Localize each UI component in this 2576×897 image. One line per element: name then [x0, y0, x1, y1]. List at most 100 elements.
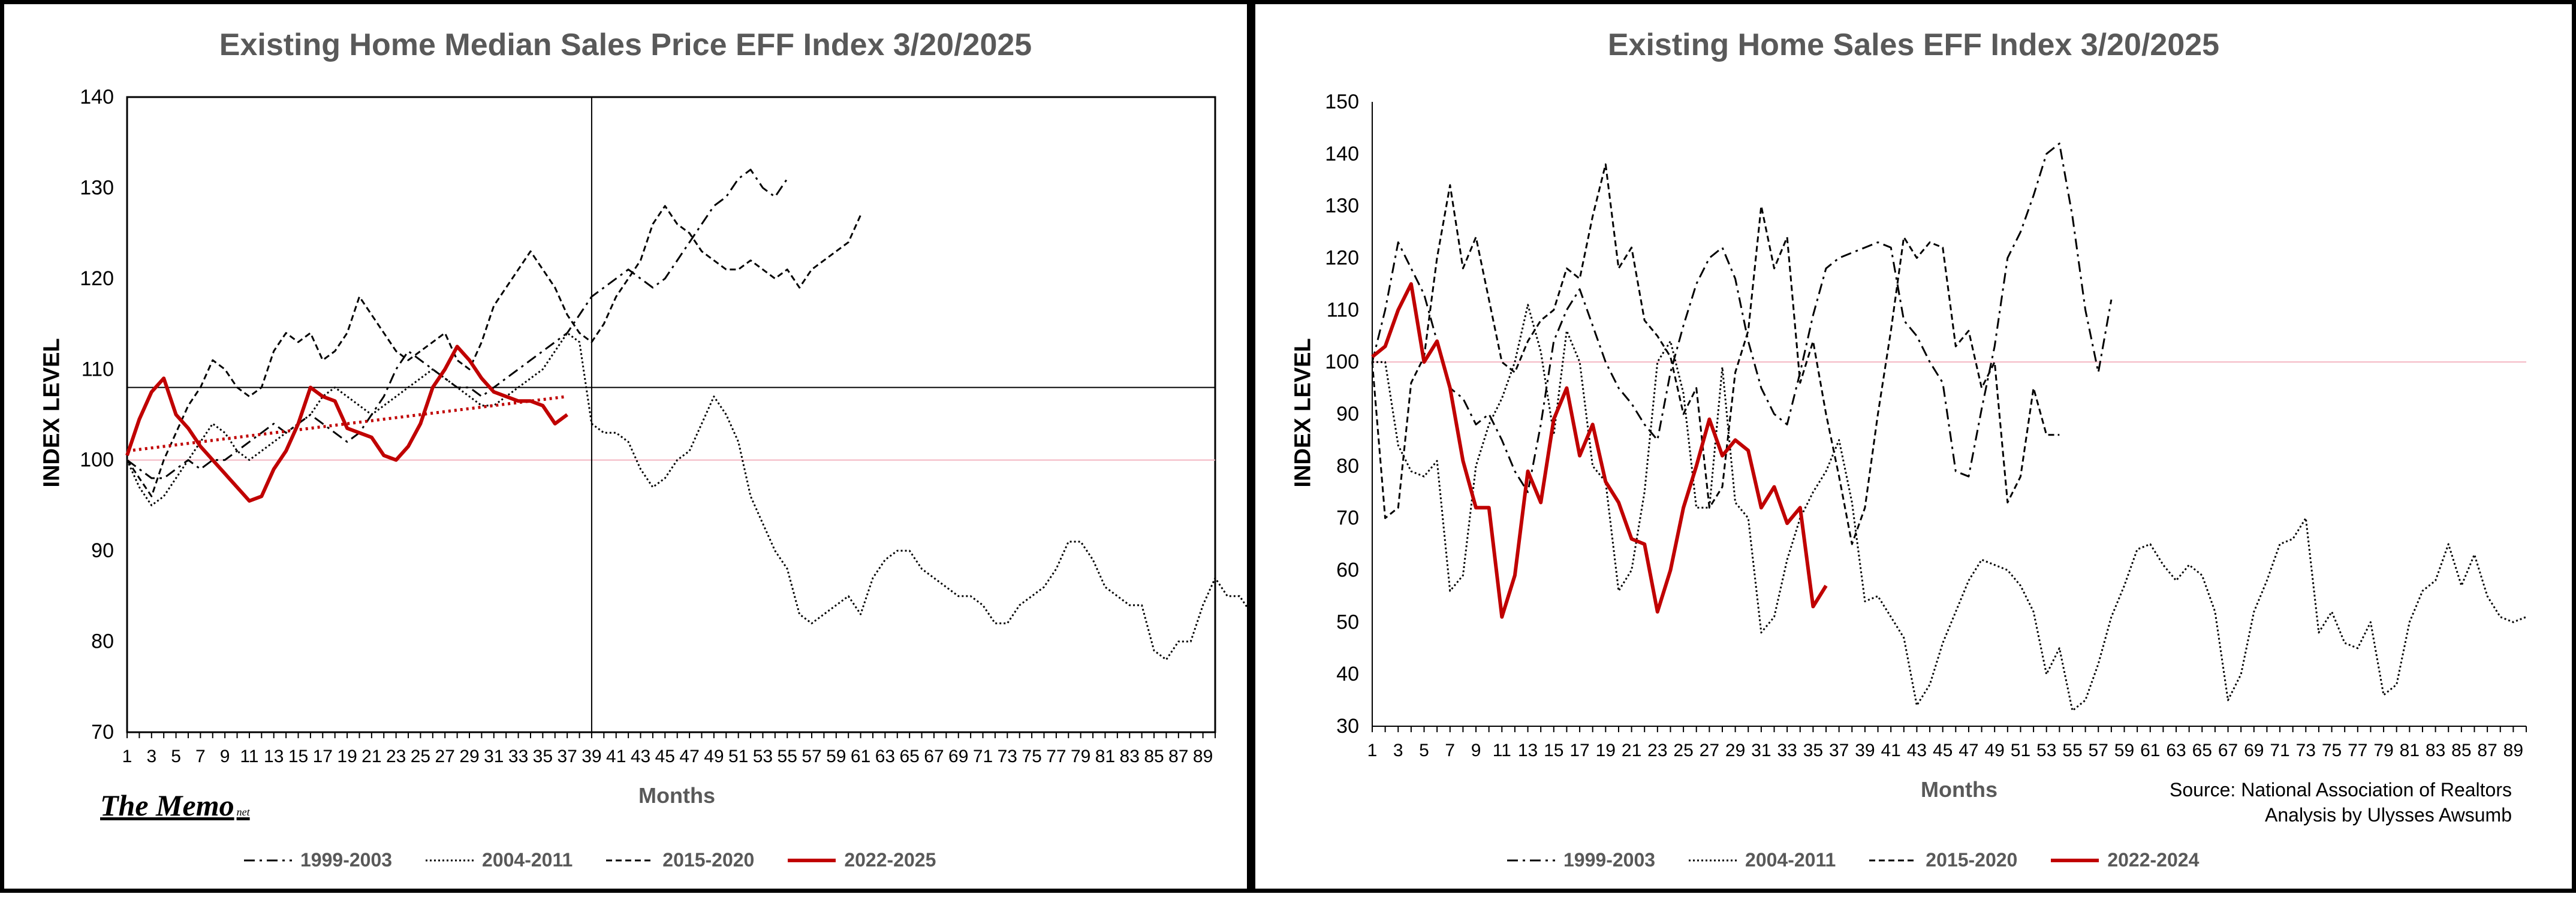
x-tick-label: 89 [2503, 741, 2523, 760]
legend-swatch-dashed [1869, 859, 1918, 861]
x-tick-label: 81 [1095, 747, 1115, 766]
legend-swatch-solid-red [2051, 858, 2099, 862]
y-tick-label: 90 [91, 539, 114, 562]
x-tick-label: 7 [1445, 741, 1455, 760]
x-tick-label: 29 [1725, 741, 1745, 760]
legend-swatch-dashdot [1507, 859, 1555, 861]
x-tick-label: 33 [508, 747, 528, 766]
x-tick-label: 37 [1829, 741, 1849, 760]
y-tick-label: 140 [1325, 143, 1359, 165]
left-y-axis-label: INDEX LEVEL [39, 338, 65, 488]
legend-item-2015-2020: 2015-2020 [606, 849, 754, 871]
x-tick-label: 59 [826, 747, 846, 766]
x-tick-label: 75 [1022, 747, 1041, 766]
x-tick-label: 69 [2244, 741, 2264, 760]
x-tick-label: 39 [1855, 741, 1875, 760]
y-tick-label: 120 [1325, 247, 1359, 270]
series-line-2004-2011 [126, 332, 1255, 661]
source-line: Source: National Association of Realtors [2170, 779, 2512, 801]
x-tick-label: 71 [973, 747, 993, 766]
x-tick-label: 67 [2218, 741, 2238, 760]
x-tick-label: 37 [557, 747, 577, 766]
x-tick-label: 27 [435, 747, 455, 766]
left-chart-title: Existing Home Median Sales Price EFF Ind… [219, 28, 1032, 62]
legend-item-2022-2025: 2022-2025 [788, 849, 936, 871]
x-tick-label: 31 [484, 747, 504, 766]
x-tick-label: 25 [1673, 741, 1693, 760]
legend-item-2015-2020: 2015-2020 [1869, 849, 2017, 871]
x-tick-label: 5 [171, 747, 181, 766]
left-legend: 1999-2003 2004-2011 2015-2020 2022-2025 [244, 849, 969, 871]
x-tick-label: 51 [2011, 741, 2030, 760]
x-tick-label: 41 [1881, 741, 1900, 760]
x-tick-label: 53 [2036, 741, 2056, 760]
x-tick-label: 35 [533, 747, 553, 766]
series-line-1999-2003 [126, 168, 788, 479]
y-tick-label: 130 [1325, 195, 1359, 218]
x-tick-label: 1 [122, 747, 132, 766]
memo-logo: The Memo net [100, 789, 250, 822]
x-tick-label: 31 [1751, 741, 1771, 760]
x-tick-label: 87 [1168, 747, 1188, 766]
x-tick-label: 79 [1071, 747, 1090, 766]
y-tick-label: 120 [80, 267, 114, 290]
right-y-axis-label: INDEX LEVEL [1290, 338, 1316, 488]
x-tick-label: 87 [2477, 741, 2497, 760]
y-tick-label: 90 [1336, 403, 1359, 425]
x-tick-label: 55 [2062, 741, 2082, 760]
x-tick-label: 3 [1393, 741, 1403, 760]
x-tick-label: 5 [1419, 741, 1429, 760]
series-line-2015-2020 [1371, 163, 2060, 545]
y-tick-label: 100 [1325, 351, 1359, 373]
x-tick-label: 23 [386, 747, 406, 766]
x-tick-label: 9 [220, 747, 230, 766]
x-tick-label: 57 [2089, 741, 2108, 760]
y-tick-label: 150 [1325, 90, 1359, 113]
left-x-axis-label: Months [638, 783, 715, 808]
x-tick-label: 41 [606, 747, 626, 766]
x-tick-label: 43 [631, 747, 650, 766]
x-tick-label: 19 [337, 747, 357, 766]
x-tick-label: 25 [411, 747, 430, 766]
x-tick-label: 35 [1803, 741, 1823, 760]
series-line-2015-2020 [126, 205, 861, 497]
x-tick-label: 85 [2451, 741, 2471, 760]
x-tick-label: 47 [679, 747, 699, 766]
series-line-trendline [126, 395, 568, 453]
right-legend: 1999-2003 2004-2011 2015-2020 2022-2024 [1507, 849, 2232, 871]
x-tick-label: 23 [1647, 741, 1667, 760]
x-tick-label: 3 [146, 747, 156, 766]
x-tick-label: 73 [998, 747, 1017, 766]
y-tick-label: 70 [1336, 507, 1359, 530]
x-tick-label: 13 [264, 747, 284, 766]
y-tick-label: 30 [1336, 715, 1359, 738]
x-tick-label: 1 [1367, 741, 1378, 760]
x-tick-label: 65 [2192, 741, 2212, 760]
x-tick-label: 49 [704, 747, 724, 766]
x-tick-label: 15 [1544, 741, 1563, 760]
y-tick-label: 100 [80, 449, 114, 472]
x-tick-label: 27 [1700, 741, 1719, 760]
y-tick-label: 110 [82, 358, 114, 380]
x-tick-label: 63 [875, 747, 895, 766]
x-tick-label: 13 [1518, 741, 1538, 760]
x-tick-label: 21 [361, 747, 381, 766]
x-tick-label: 77 [2348, 741, 2367, 760]
series-line-1999-2003 [1371, 143, 2113, 493]
analysis-line: Analysis by Ulysses Awsumb [2265, 804, 2512, 826]
x-tick-label: 79 [2373, 741, 2393, 760]
legend-item-2004-2011: 2004-2011 [1689, 849, 1836, 871]
x-tick-label: 9 [1471, 741, 1481, 760]
x-tick-label: 55 [778, 747, 797, 766]
series-line-2004-2011 [1372, 304, 2527, 712]
x-tick-label: 83 [1120, 747, 1140, 766]
x-tick-label: 63 [2166, 741, 2186, 760]
y-tick-label: 70 [91, 721, 114, 744]
y-tick-label: 80 [1336, 455, 1359, 478]
x-tick-label: 21 [1622, 741, 1641, 760]
x-tick-label: 65 [899, 747, 919, 766]
x-tick-label: 11 [240, 747, 258, 766]
x-tick-label: 61 [2140, 741, 2160, 760]
